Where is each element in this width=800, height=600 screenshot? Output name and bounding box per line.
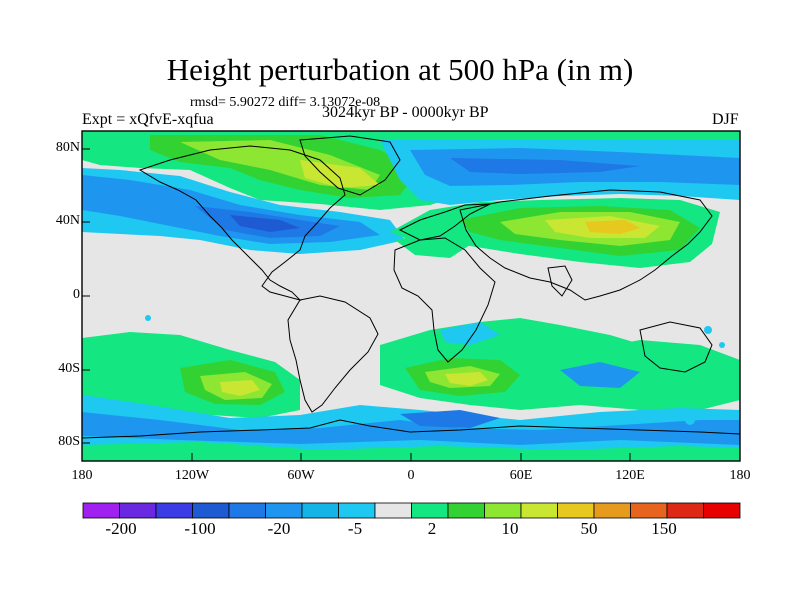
anomaly-asia-positive-max	[585, 220, 640, 234]
coast-europe	[398, 203, 491, 241]
colorbar	[82, 502, 741, 519]
x-tick-label-180w: 180	[71, 468, 93, 483]
colorbar-swatch-17	[666, 502, 704, 519]
coast-india	[547, 265, 573, 297]
colorbar-swatch-15	[593, 502, 631, 519]
colorbar-label-2: -100	[184, 519, 216, 538]
colorbar-label-5: 2	[427, 519, 437, 538]
coast-africa	[393, 237, 496, 363]
coast-north-america	[138, 145, 346, 301]
colorbar-swatch-13	[520, 502, 558, 519]
speckle-2	[719, 342, 725, 348]
coast-south-america	[287, 295, 379, 413]
colorbar-swatch-9	[374, 502, 412, 519]
chart-subtitle: rmsd= 5.90272 diff= 3.13072e-08	[190, 95, 381, 110]
colorbar-swatch-5	[228, 502, 266, 519]
period-label: 3024kyr BP - 0000kyr BP	[322, 104, 489, 121]
anomaly-southatlantic-positive-peak	[445, 372, 488, 386]
speckle-1	[704, 326, 712, 334]
coast-greenland	[299, 135, 401, 196]
colorbar-swatch-3	[155, 502, 193, 519]
colorbar-swatch-8	[338, 502, 376, 519]
anomaly-antarctic-positive	[82, 442, 740, 461]
colorbar-swatch-16	[630, 502, 668, 519]
speckle-4	[145, 315, 151, 321]
y-tick-label-80s: 80S	[58, 434, 80, 449]
x-tick-label-0: 0	[407, 468, 415, 483]
colorbar-swatch-2	[119, 502, 157, 519]
anomaly-southindian-positive	[560, 340, 740, 410]
anomaly-eurasia-negative-core	[450, 158, 640, 174]
coast-asia	[459, 189, 713, 301]
anomaly-greenland-peak	[300, 160, 380, 188]
x-tick-label-60e: 60E	[509, 468, 533, 483]
map-area	[82, 131, 740, 461]
colorbar-label-3: -20	[267, 519, 291, 538]
colorbar-label-8: 150	[651, 519, 677, 538]
anomaly-southwest-negative	[560, 362, 640, 388]
y-tick-label-0: 0	[73, 287, 80, 302]
coastlines	[82, 135, 740, 439]
x-tick-label-60w: 60W	[287, 468, 315, 483]
anomaly-southpacific-positive-peak	[220, 380, 260, 396]
speckle-3	[685, 415, 695, 425]
colorbar-swatch-18	[703, 502, 741, 519]
y-tick-label-40n: 40N	[55, 213, 80, 228]
x-tick-label-120e: 120E	[615, 468, 645, 483]
experiment-label: Expt = xQfvE-xqfua	[82, 111, 214, 128]
y-tick-label-80n: 80N	[55, 140, 80, 155]
x-tick-label-120w: 120W	[174, 468, 210, 483]
colorbar-label-6: 10	[501, 519, 519, 538]
anomaly-tropical-negative	[440, 322, 500, 345]
chart-title: Height perturbation at 500 hPa (in m)	[166, 52, 634, 87]
anomaly-southern-negative-core	[400, 410, 500, 428]
coast-antarctica	[82, 419, 740, 439]
y-tick-label-40s: 40S	[58, 361, 80, 376]
coast-australia	[639, 321, 713, 373]
season-label: DJF	[712, 111, 739, 128]
colorbar-swatch-14	[557, 502, 595, 519]
colorbar-swatch-4	[192, 502, 230, 519]
x-tick-label-180e: 180	[729, 468, 751, 483]
colorbar-swatch-1	[82, 502, 120, 519]
colorbar-swatch-7	[301, 502, 339, 519]
anomaly-southern-negative-mid	[82, 412, 740, 445]
colorbar-swatch-10	[411, 502, 449, 519]
axis-ticks	[81, 148, 741, 461]
colorbar-swatch-12	[484, 502, 522, 519]
speckle-patches	[145, 315, 725, 425]
anomaly-natlantic-positive	[395, 232, 470, 258]
colorbar-label-1: -200	[105, 519, 137, 538]
colorbar-swatch-6	[265, 502, 303, 519]
colorbar-swatch-11	[447, 502, 485, 519]
colorbar-label-7: 50	[580, 519, 598, 538]
anomaly-npacific-negative-center	[230, 215, 300, 232]
colorbar-label-4: -5	[347, 519, 363, 538]
